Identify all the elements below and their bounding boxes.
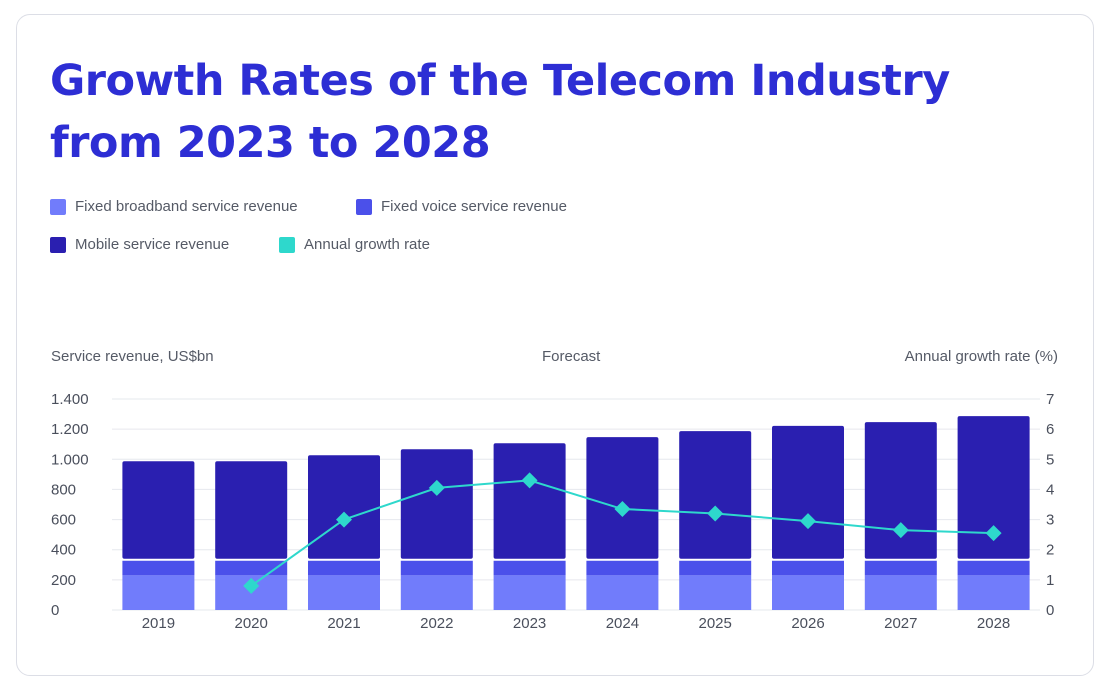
y-axis-right-title: Annual growth rate (%) (904, 348, 1058, 365)
bar-segment-mobile-service-revenue (215, 461, 288, 559)
growth-rate-point (521, 472, 538, 489)
growth-rate-point (243, 577, 260, 594)
bar-segment-fixed-broadband-service-revenue (772, 575, 844, 610)
bar-segment-mobile-service-revenue (679, 431, 752, 559)
bar-segment-fixed-voice-service-revenue (122, 560, 195, 576)
y-tick-label-left: 200 (51, 572, 76, 589)
bar-segment-fixed-voice-service-revenue (308, 560, 380, 576)
legend-swatch-fixed-broadband (50, 198, 66, 215)
growth-rate-point (428, 479, 445, 496)
page-title: Growth Rates of the Telecom Industry fro… (50, 56, 950, 168)
y-tick-label-right: 0 (1046, 602, 1054, 619)
x-tick-label: 2027 (884, 615, 917, 632)
growth-rate-point (985, 525, 1002, 542)
legend-label-growth-rate: Annual growth rate (304, 236, 430, 253)
y-tick-label-left: 600 (51, 512, 76, 529)
legend-label-fixed-broadband: Fixed broadband service revenue (75, 198, 298, 215)
bar-segment-fixed-voice-service-revenue (772, 560, 844, 576)
bar-segment-mobile-service-revenue (957, 416, 1030, 559)
legend-swatch-fixed-voice (356, 198, 372, 215)
growth-rate-point (614, 501, 631, 518)
growth-rate-point (707, 505, 724, 522)
bar-segment-fixed-voice-service-revenue (957, 560, 1030, 576)
y-tick-label-left: 1.000 (51, 451, 89, 468)
forecast-annotation: Forecast (542, 348, 601, 365)
growth-rate-point (336, 511, 352, 528)
bar-segment-fixed-broadband-service-revenue (400, 575, 473, 610)
legend-label-fixed-voice: Fixed voice service revenue (381, 198, 567, 215)
legend-swatch-mobile (50, 236, 66, 253)
y-tick-label-right: 2 (1046, 542, 1054, 559)
bar-segment-mobile-service-revenue (586, 437, 659, 559)
y-tick-label-right: 7 (1046, 391, 1054, 408)
x-tick-label: 2024 (606, 615, 639, 632)
y-tick-label-left: 0 (51, 602, 59, 619)
y-tick-label-left: 1.400 (51, 391, 89, 408)
x-tick-label: 2021 (327, 615, 360, 632)
bar-segment-fixed-broadband-service-revenue (679, 575, 752, 610)
bar-segment-fixed-broadband-service-revenue (864, 575, 937, 610)
x-tick-label: 2020 (235, 615, 268, 632)
bar-segment-fixed-voice-service-revenue (586, 560, 659, 576)
bar-segment-mobile-service-revenue (493, 443, 566, 559)
y-axis-left-title: Service revenue, US$bn (51, 348, 214, 365)
bar-segment-fixed-broadband-service-revenue (957, 575, 1030, 610)
legend-swatch-growth-rate (279, 236, 295, 253)
legend-item-mobile[interactable]: Mobile service revenue (50, 236, 229, 253)
growth-rate-point (800, 513, 816, 530)
bar-segment-fixed-voice-service-revenue (864, 560, 937, 576)
bar-segment-fixed-voice-service-revenue (400, 560, 473, 576)
y-tick-label-left: 400 (51, 542, 76, 559)
bar-segment-fixed-broadband-service-revenue (122, 575, 195, 610)
legend-item-growth-rate[interactable]: Annual growth rate (279, 236, 430, 253)
bar-segment-mobile-service-revenue (122, 461, 195, 559)
y-tick-label-right: 3 (1046, 512, 1054, 529)
y-tick-label-right: 1 (1046, 572, 1054, 589)
x-tick-label: 2022 (420, 615, 453, 632)
legend-item-fixed-voice[interactable]: Fixed voice service revenue (356, 198, 567, 215)
bar-segment-fixed-broadband-service-revenue (586, 575, 659, 610)
bar-segment-fixed-voice-service-revenue (679, 560, 752, 576)
y-tick-label-right: 5 (1046, 451, 1054, 468)
bar-segment-fixed-voice-service-revenue (493, 560, 566, 576)
y-tick-label-right: 4 (1046, 481, 1054, 498)
bar-segment-mobile-service-revenue (400, 449, 473, 559)
x-tick-label: 2025 (699, 615, 732, 632)
x-tick-label: 2023 (513, 615, 546, 632)
bar-segment-mobile-service-revenue (864, 422, 937, 559)
y-tick-label-left: 800 (51, 481, 76, 498)
x-tick-label: 2028 (977, 615, 1010, 632)
legend-label-mobile: Mobile service revenue (75, 236, 230, 253)
bar-segment-mobile-service-revenue (308, 455, 380, 559)
y-tick-label-right: 6 (1046, 421, 1054, 438)
bar-segment-fixed-broadband-service-revenue (493, 575, 566, 610)
bar-segment-fixed-voice-service-revenue (215, 560, 288, 576)
bar-segment-fixed-broadband-service-revenue (308, 575, 380, 610)
y-tick-label-left: 1.200 (51, 421, 89, 438)
x-tick-label: 2026 (791, 615, 824, 632)
legend-item-fixed-broadband[interactable]: Fixed broadband service revenue (50, 198, 298, 215)
bar-segment-mobile-service-revenue (772, 425, 844, 559)
x-tick-label: 2019 (142, 615, 175, 632)
growth-rate-point (892, 522, 909, 539)
